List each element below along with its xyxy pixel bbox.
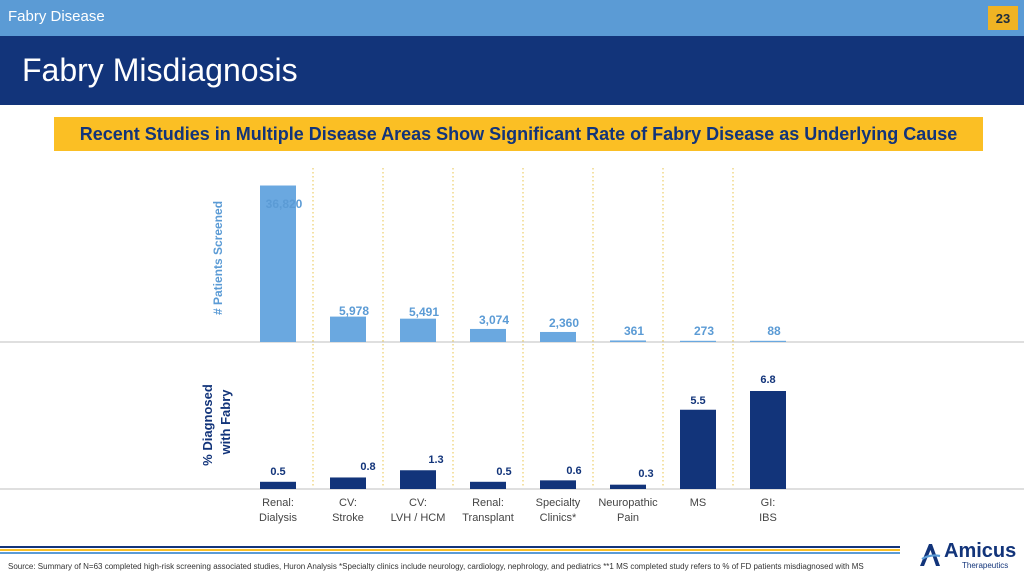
screened-value-label: 36,820 [266, 197, 303, 211]
category-label-line1: Neuropathic [598, 497, 658, 509]
logo-name: Amicus [944, 540, 1017, 562]
slide-title: Fabry Misdiagnosis [22, 52, 298, 88]
subtitle-banner: Recent Studies in Multiple Disease Areas… [54, 117, 983, 151]
diagnosed-value-label: 1.3 [428, 454, 443, 466]
subtitle-text: Recent Studies in Multiple Disease Areas… [79, 123, 958, 144]
diagnosed-bar [750, 391, 786, 489]
diagnosed-value-label: 5.5 [690, 395, 705, 407]
diagnosed-value-label: 0.3 [638, 468, 653, 480]
source-note: Source: Summary of N=63 completed high-r… [8, 562, 864, 571]
diagnosed-bar [400, 470, 436, 489]
category-label-line2: IBS [759, 512, 777, 524]
screened-value-label: 3,074 [479, 313, 509, 327]
category-label-line2: LVH / HCM [391, 512, 446, 524]
amicus-logo: Amicus Therapeutics [918, 540, 1016, 570]
category-label-line2: Dialysis [259, 512, 297, 524]
footer-rules [0, 546, 900, 556]
diagnosed-value-label: 0.6 [566, 465, 581, 477]
category-label-line1: CV: [409, 497, 427, 509]
diagnosed-axis-title-line1: % Diagnosed [200, 384, 215, 466]
category-label-line1: MS [690, 497, 707, 509]
deck-title: Fabry Disease [8, 8, 105, 25]
screened-bar [330, 316, 366, 342]
category-label-line1: GI: [761, 497, 776, 509]
screened-bar [400, 318, 436, 342]
diagnosed-bar [330, 477, 366, 489]
screened-axis-title: # Patients Screened [211, 201, 225, 315]
diagnosed-bar [260, 481, 296, 489]
page-number: 23 [988, 6, 1018, 30]
category-label-line1: Renal: [262, 497, 294, 509]
amicus-logo-icon [920, 544, 941, 566]
diagnosed-bar [540, 480, 576, 489]
diagnosed-value-label: 0.5 [496, 466, 511, 478]
category-label-line2: Stroke [332, 512, 364, 524]
logo-subtitle: Therapeutics [962, 561, 1009, 570]
screened-value-label: 88 [767, 324, 781, 338]
category-label-line1: Renal: [472, 497, 504, 509]
screened-value-label: 361 [624, 324, 644, 338]
category-label-line2: Pain [617, 512, 639, 524]
screened-bar [680, 340, 716, 342]
diagnosed-bar [680, 409, 716, 489]
diagnosed-value-label: 0.8 [360, 461, 375, 473]
screened-bar [540, 331, 576, 342]
screened-value-label: 2,360 [549, 316, 579, 330]
screened-value-label: 5,491 [409, 305, 439, 319]
screened-value-label: 273 [694, 324, 714, 338]
diagnosed-value-label: 6.8 [760, 374, 775, 386]
screened-bar [470, 328, 506, 342]
screened-value-label: 5,978 [339, 304, 369, 318]
diagnosed-bar [610, 484, 646, 489]
screened-bar [260, 185, 296, 342]
diagnosed-value-label: 0.5 [270, 466, 285, 478]
screened-bar [750, 340, 786, 342]
category-label-line2: Clinics* [540, 512, 577, 524]
diagnosed-axis-title-line2: with Fabry [218, 389, 233, 456]
screened-bar [610, 340, 646, 342]
header-bar: Fabry Disease 23 [0, 0, 1024, 36]
diagnosed-bar [470, 481, 506, 489]
category-label-line2: Transplant [462, 512, 514, 524]
category-label-line1: CV: [339, 497, 357, 509]
title-bar: Fabry Misdiagnosis [0, 36, 1024, 105]
category-label-line1: Specialty [536, 497, 581, 509]
